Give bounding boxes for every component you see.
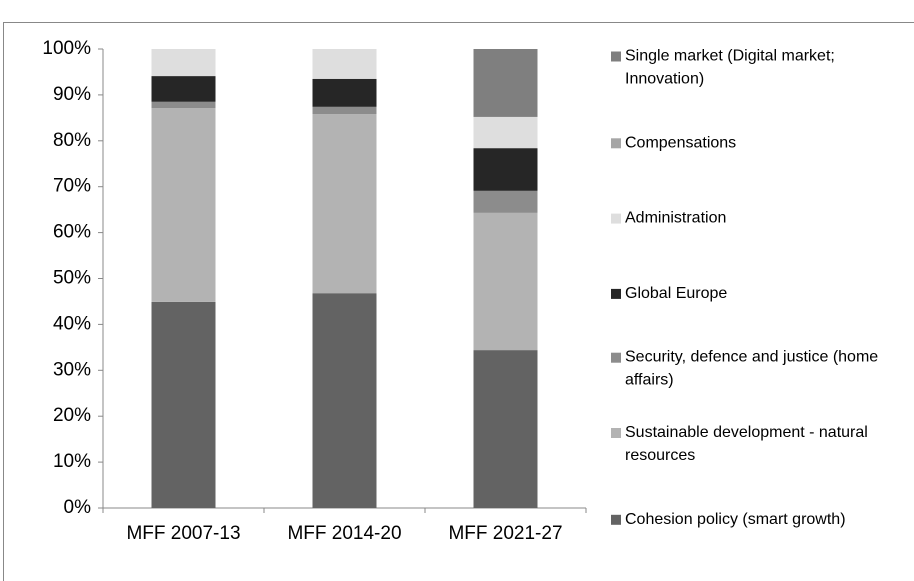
bar-segment: [312, 114, 377, 294]
bar-segment: [473, 212, 538, 351]
bar-segment: [312, 78, 377, 107]
legend-label: Security, defence and justice (home affai…: [625, 349, 878, 389]
chart-border: [3, 22, 914, 581]
y-tick-label: 20%: [53, 405, 91, 426]
legend-label: Administration: [625, 210, 726, 227]
bar-segment: [312, 106, 377, 115]
y-tick-label: 0%: [64, 497, 92, 518]
bar-segment: [473, 350, 538, 508]
legend-swatch: [611, 428, 621, 438]
bar-segment: [312, 293, 377, 508]
bar-segment: [312, 49, 377, 79]
x-tick-label: MFF 2021-27: [448, 523, 562, 544]
legend-swatch: [611, 288, 621, 299]
legend-label: Sustainable development - natural resourc…: [625, 424, 868, 464]
legend-label: Compensations: [625, 135, 736, 152]
y-tick-label: 40%: [53, 313, 91, 334]
legend-swatch: [611, 138, 621, 149]
bar-segment: [151, 76, 216, 102]
x-tick-label: MFF 2014-20: [287, 523, 401, 544]
y-tick-label: 70%: [53, 176, 91, 197]
y-tick-label: 10%: [53, 451, 91, 472]
bar-segment: [151, 108, 216, 302]
y-tick-label: 60%: [53, 222, 91, 243]
x-tick-label: MFF 2007-13: [126, 523, 240, 544]
bar-segment: [473, 116, 538, 149]
legend-swatch: [611, 51, 621, 62]
y-tick-label: 90%: [53, 84, 91, 105]
y-tick-label: 50%: [53, 268, 91, 289]
legend-label: Global Europe: [625, 285, 727, 302]
bar-segment: [151, 49, 216, 77]
legend-swatch: [611, 514, 621, 525]
legend-swatch: [611, 352, 621, 363]
bar-segment: [473, 190, 538, 213]
bar-segment: [473, 49, 538, 117]
y-tick-label: 30%: [53, 359, 91, 380]
legend-label: Cohesion policy (smart growth): [625, 511, 846, 528]
legend-swatch: [611, 213, 621, 224]
y-tick-label: 80%: [53, 130, 91, 151]
bar-segment: [151, 101, 216, 109]
bar-segment: [473, 148, 538, 191]
legend-label: Single market (Digital market; Innovation…: [625, 48, 835, 88]
y-tick-label: 100%: [42, 38, 91, 59]
bar-segment: [151, 301, 216, 508]
